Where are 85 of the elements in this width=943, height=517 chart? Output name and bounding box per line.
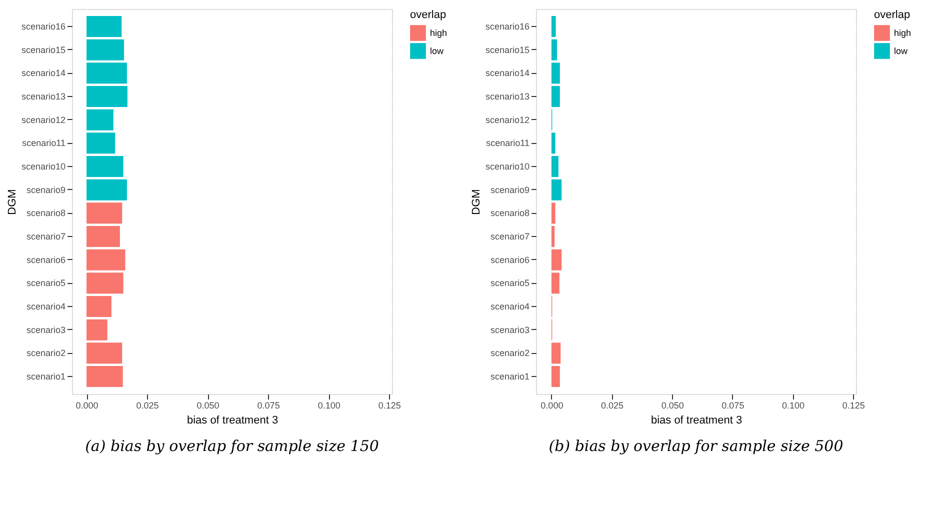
x-tick-label: 0.125 xyxy=(842,400,865,410)
bar xyxy=(551,342,561,364)
y-tick-label: scenario2 xyxy=(490,348,530,358)
bar xyxy=(86,296,112,317)
bar xyxy=(86,226,120,247)
bar xyxy=(86,366,123,387)
y-tick-label: scenario15 xyxy=(485,44,530,55)
legend-label: high xyxy=(894,28,912,38)
x-tick-label: 0.025 xyxy=(136,400,159,410)
bar xyxy=(86,39,124,60)
bar xyxy=(551,16,556,37)
x-tick-label: 0.100 xyxy=(782,400,805,410)
bar xyxy=(551,249,562,270)
y-axis-title: DGM xyxy=(470,189,482,215)
bar xyxy=(86,179,127,200)
x-tick-label: 0.100 xyxy=(318,400,340,410)
bar xyxy=(86,132,116,154)
bar xyxy=(551,366,560,387)
bar xyxy=(551,272,560,294)
y-tick-label: scenario9 xyxy=(26,184,66,195)
legend-label: low xyxy=(894,46,908,56)
y-axis-title: DGM xyxy=(6,189,18,215)
bar xyxy=(551,179,562,200)
x-tick-label: 0.025 xyxy=(601,400,624,410)
y-tick-label: scenario7 xyxy=(490,232,530,242)
bar xyxy=(86,86,128,107)
bar xyxy=(551,39,557,60)
y-tick-label: scenario9 xyxy=(490,184,530,195)
y-tick-label: scenario8 xyxy=(490,208,530,218)
x-tick-label: 0.075 xyxy=(257,400,280,410)
bar xyxy=(86,16,122,37)
y-tick-label: scenario15 xyxy=(21,44,66,55)
bar xyxy=(86,156,124,177)
bar xyxy=(86,319,108,340)
bar xyxy=(551,226,555,247)
bar xyxy=(86,202,122,224)
x-tick-label: 0.000 xyxy=(540,400,564,410)
bar xyxy=(86,109,114,130)
y-tick-label: scenario2 xyxy=(26,348,66,358)
y-tick-label: scenario1 xyxy=(26,372,66,382)
bar xyxy=(86,342,122,364)
y-tick-label: scenario1 xyxy=(490,372,530,382)
y-tick-label: scenario6 xyxy=(490,254,530,265)
y-tick-label: scenario11 xyxy=(22,138,66,148)
text: (b) bias by overlap for sample size 500 xyxy=(548,437,844,455)
y-tick-label: scenario5 xyxy=(490,278,530,288)
bar xyxy=(551,62,560,84)
bar xyxy=(551,132,556,154)
y-tick-label: scenario12 xyxy=(21,114,66,125)
y-tick-label: scenario5 xyxy=(26,278,66,288)
y-tick-label: scenario3 xyxy=(26,324,66,335)
bar xyxy=(86,62,127,84)
y-tick-label: scenario14 xyxy=(21,68,66,78)
y-tick-label: scenario6 xyxy=(26,254,66,265)
legend-title: overlap xyxy=(410,9,446,21)
y-tick-label: scenario16 xyxy=(21,22,66,32)
y-tick-label: scenario11 xyxy=(486,138,530,148)
y-tick-label: scenario13 xyxy=(21,92,66,102)
bar xyxy=(86,272,124,294)
x-tick-label: 0.050 xyxy=(196,400,220,410)
x-axis-title: bias of treatment 3 xyxy=(186,414,278,426)
x-tick-label: 0.000 xyxy=(76,400,98,410)
x-tick-label: 0.075 xyxy=(722,400,744,410)
y-tick-label: scenario10 xyxy=(485,162,530,172)
bar xyxy=(86,249,126,270)
legend-label: high xyxy=(430,28,448,38)
x-tick-label: 0.050 xyxy=(661,400,684,410)
y-tick-label: scenario14 xyxy=(485,68,530,78)
legend-label: low xyxy=(430,46,444,56)
y-tick-label: scenario8 xyxy=(26,208,66,218)
bar xyxy=(551,86,560,107)
y-tick-label: scenario3 xyxy=(490,324,530,335)
bar xyxy=(551,202,556,224)
text: (a) bias by overlap for sample size 150 xyxy=(85,437,380,455)
y-tick-label: scenario7 xyxy=(26,232,66,242)
x-tick-label: 0.125 xyxy=(378,400,401,410)
bar xyxy=(551,156,558,177)
y-tick-label: scenario4 xyxy=(490,302,530,312)
y-tick-label: scenario12 xyxy=(485,114,530,125)
y-tick-label: scenario4 xyxy=(26,302,66,312)
y-tick-label: scenario13 xyxy=(485,92,530,102)
legend-title: overlap xyxy=(874,9,910,21)
x-axis-title: bias of treatment 3 xyxy=(650,414,742,426)
y-tick-label: scenario16 xyxy=(485,22,530,32)
y-tick-label: scenario10 xyxy=(21,162,66,172)
